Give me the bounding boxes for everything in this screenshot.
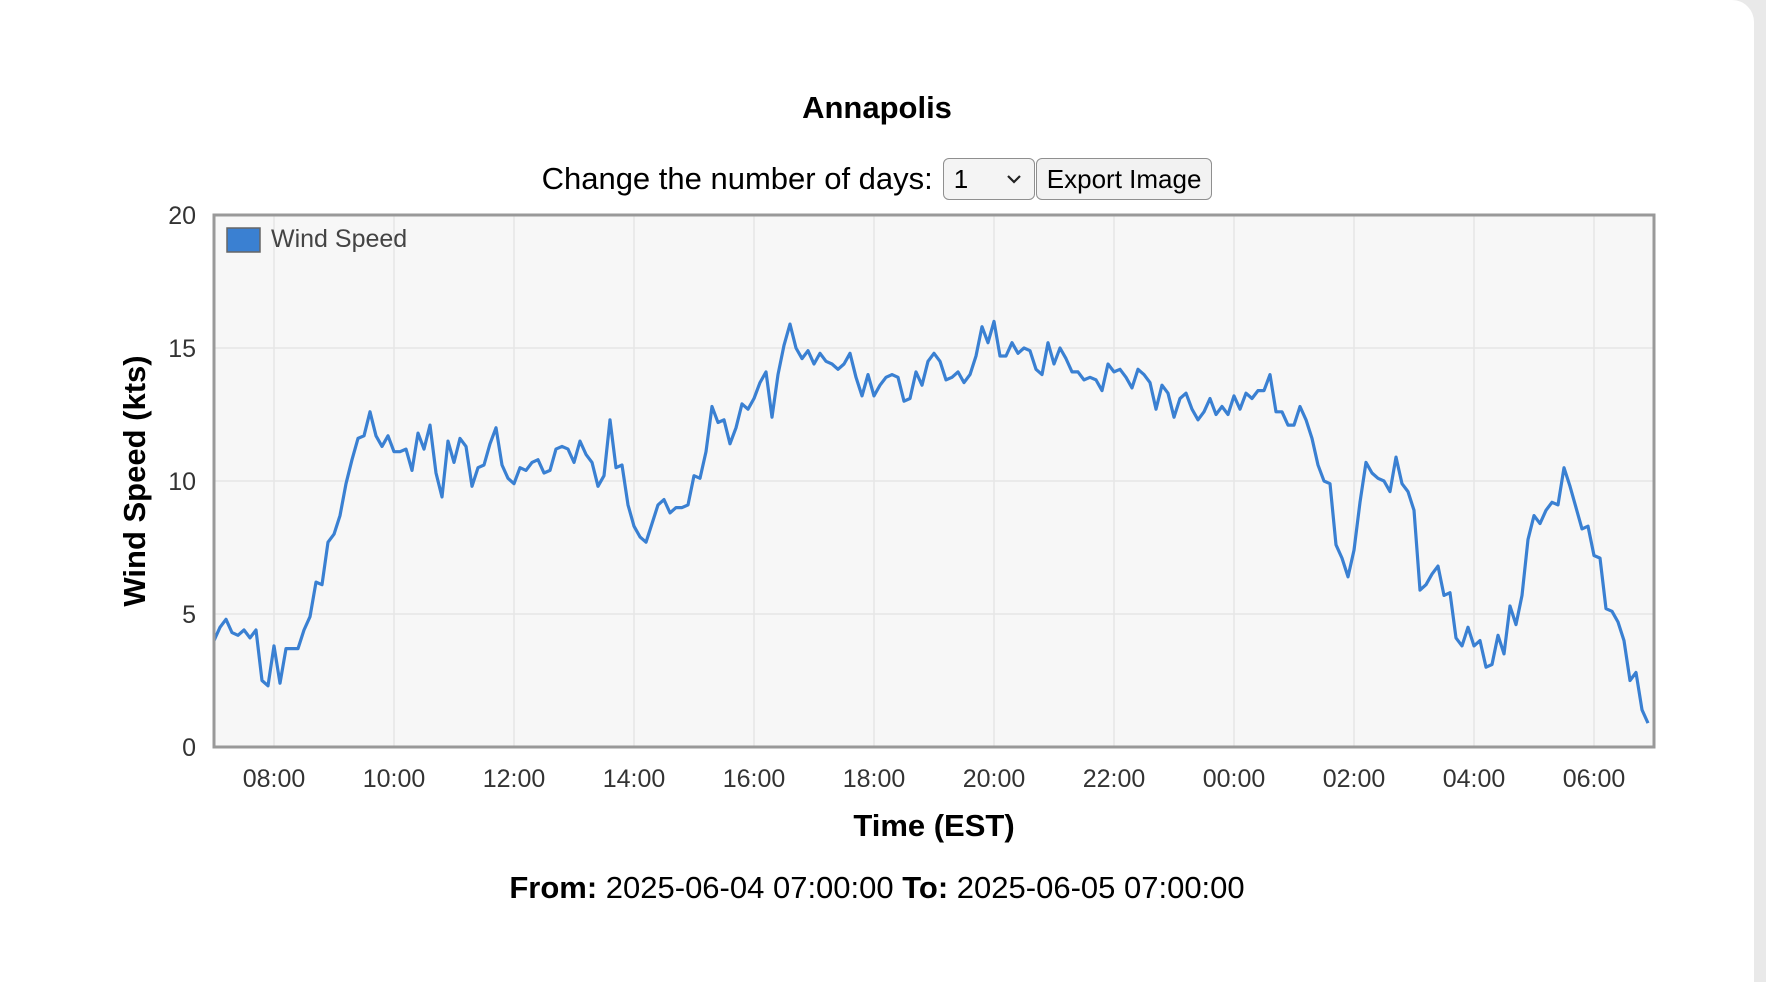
y-tick-label: 20	[168, 202, 196, 230]
legend-swatch	[226, 227, 261, 253]
y-tick-label: 5	[182, 601, 196, 629]
x-tick-label: 18:00	[843, 765, 906, 793]
days-label: Change the number of days:	[541, 161, 933, 196]
y-tick-label: 15	[168, 335, 196, 363]
export-image-button[interactable]: Export Image	[1035, 158, 1213, 200]
date-range: From: 2025-06-04 07:00:00 To: 2025-06-05…	[0, 870, 1754, 906]
x-tick-label: 08:00	[243, 765, 306, 793]
x-tick-label: 16:00	[723, 765, 786, 793]
chart-controls: Change the number of days: 1 Export Imag…	[0, 158, 1754, 200]
to-value: 2025-06-05 07:00:00	[956, 870, 1245, 905]
x-tick-label: 04:00	[1443, 765, 1506, 793]
x-tick-label: 20:00	[963, 765, 1026, 793]
y-axis-title: Wind Speed (kts)	[117, 355, 152, 606]
x-tick-label: 12:00	[483, 765, 546, 793]
x-tick-label: 00:00	[1203, 765, 1266, 793]
x-tick-label: 02:00	[1323, 765, 1386, 793]
x-tick-label: 06:00	[1563, 765, 1626, 793]
from-label: From:	[509, 870, 598, 905]
y-tick-label: 0	[182, 734, 196, 762]
plot-frame	[212, 213, 1656, 749]
x-axis-title: Time (EST)	[853, 808, 1014, 843]
from-value: 2025-06-04 07:00:00	[605, 870, 894, 905]
days-select-value: 1	[953, 163, 969, 194]
x-tick-label: 22:00	[1083, 765, 1146, 793]
y-tick-label: 10	[168, 468, 196, 496]
to-label: To:	[902, 870, 949, 905]
legend-label: Wind Speed	[271, 225, 407, 253]
x-tick-label: 10:00	[363, 765, 426, 793]
wind-speed-chart: 0 5 10 15 20 08:00 10:00 12:00 14:00 16:00 18:00 20…	[117, 202, 1656, 843]
page-title: Annapolis	[802, 90, 952, 125]
days-select[interactable]: 1	[942, 158, 1035, 200]
x-tick-label: 14:00	[603, 765, 666, 793]
chevron-down-icon	[1007, 175, 1021, 184]
series-line-wind-speed	[212, 319, 1650, 724]
